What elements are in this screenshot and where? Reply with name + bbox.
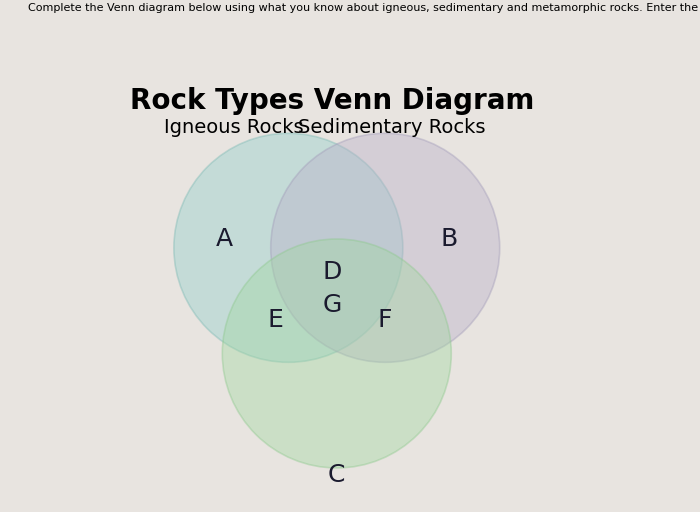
Text: A: A [216,227,233,251]
Text: Igneous Rocks: Igneous Rocks [164,118,303,137]
Text: Complete the Venn diagram below using what you know about igneous, sedimentary a: Complete the Venn diagram below using wh… [28,3,700,13]
Text: D: D [323,260,342,284]
Text: E: E [267,308,283,332]
Text: B: B [440,227,458,251]
Text: C: C [328,462,346,486]
Circle shape [174,133,402,362]
Circle shape [271,133,500,362]
Text: G: G [323,293,342,317]
Text: Rock Types Venn Diagram: Rock Types Venn Diagram [130,87,535,115]
Circle shape [223,239,452,468]
Text: F: F [378,308,393,332]
Text: Sedimentary Rocks: Sedimentary Rocks [298,118,486,137]
